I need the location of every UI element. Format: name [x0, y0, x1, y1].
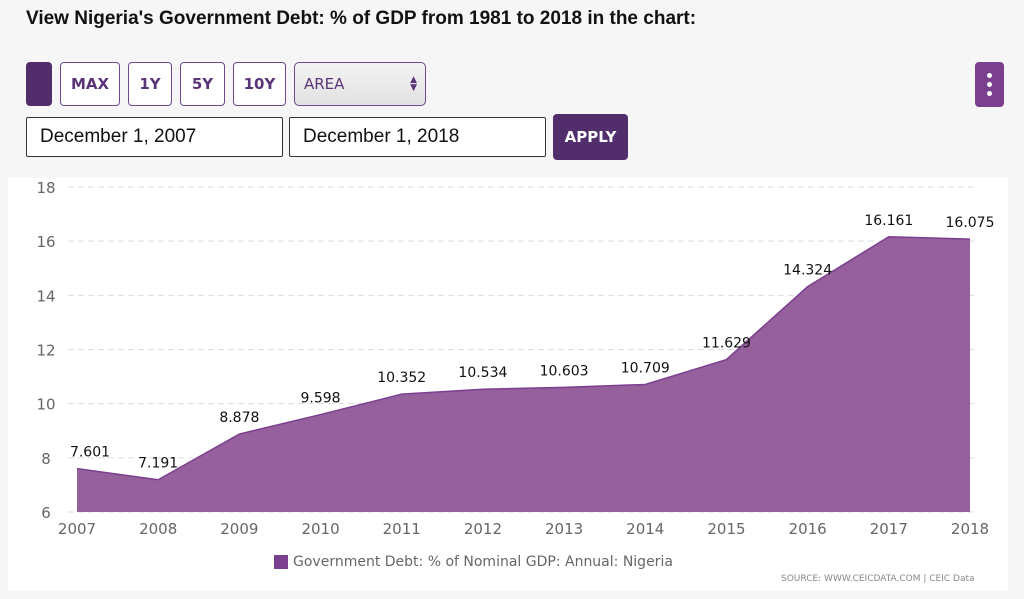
data-label: 11.629 — [702, 336, 751, 352]
y-tick-label: 12 — [36, 342, 55, 360]
data-label: 16.161 — [864, 213, 913, 229]
x-tick-label: 2011 — [383, 520, 421, 538]
range-10y-button[interactable]: 10Y — [233, 62, 286, 106]
data-label: 8.878 — [219, 410, 259, 426]
dot-icon — [987, 73, 992, 78]
data-label: 10.352 — [377, 370, 426, 386]
y-tick-label: 10 — [36, 396, 55, 414]
y-tick-label: 8 — [41, 450, 51, 468]
dot-icon — [987, 91, 992, 96]
data-label: 7.601 — [70, 445, 110, 461]
chart-type-select[interactable]: AREA ▲ ▼ — [294, 62, 426, 106]
x-tick-label: 2012 — [464, 520, 502, 538]
dot-icon — [987, 82, 992, 87]
range-5y-button[interactable]: 5Y — [180, 62, 225, 106]
data-label: 10.534 — [458, 365, 507, 381]
x-tick-label: 2010 — [301, 520, 339, 538]
series-line — [76, 236, 971, 481]
page-title: View Nigeria's Government Debt: % of GDP… — [26, 8, 697, 29]
more-options-button[interactable] — [975, 62, 1004, 107]
end-date-input[interactable]: December 1, 2018 — [289, 117, 546, 157]
x-tick-label: 2013 — [545, 520, 583, 538]
x-tick-label: 2015 — [707, 520, 745, 538]
color-picker-button[interactable] — [26, 62, 52, 106]
data-label: 14.324 — [783, 263, 832, 279]
start-date-input[interactable]: December 1, 2007 — [26, 117, 283, 157]
range-max-button[interactable]: MAX — [60, 62, 120, 106]
legend-swatch — [274, 555, 288, 569]
x-tick-label: 2018 — [951, 520, 989, 538]
apply-button[interactable]: APPLY — [553, 114, 628, 160]
x-tick-label: 2007 — [58, 520, 96, 538]
area-fill — [77, 236, 970, 512]
y-tick-label: 6 — [41, 504, 51, 522]
x-tick-label: 2016 — [789, 520, 827, 538]
y-tick-label: 14 — [36, 287, 55, 305]
data-label: 10.603 — [540, 363, 589, 379]
y-tick-label: 18 — [36, 179, 55, 197]
data-label: 7.191 — [138, 456, 178, 472]
data-label: 9.598 — [300, 391, 340, 407]
source-note: SOURCE: WWW.CEICDATA.COM | CEIC Data — [781, 574, 975, 584]
chart-type-value: AREA — [304, 75, 345, 93]
y-tick-label: 16 — [36, 233, 55, 251]
range-1y-button[interactable]: 1Y — [128, 62, 172, 106]
legend-item[interactable]: Government Debt: % of Nominal GDP: Annua… — [274, 554, 673, 570]
x-tick-label: 2017 — [870, 520, 908, 538]
x-tick-label: 2014 — [626, 520, 664, 538]
x-tick-label: 2009 — [220, 520, 258, 538]
data-label: 16.075 — [946, 215, 995, 231]
legend-label: Government Debt: % of Nominal GDP: Annua… — [293, 554, 673, 570]
select-arrows-icon: ▲ ▼ — [410, 75, 417, 93]
x-tick-label: 2008 — [139, 520, 177, 538]
data-label: 10.709 — [621, 360, 670, 376]
